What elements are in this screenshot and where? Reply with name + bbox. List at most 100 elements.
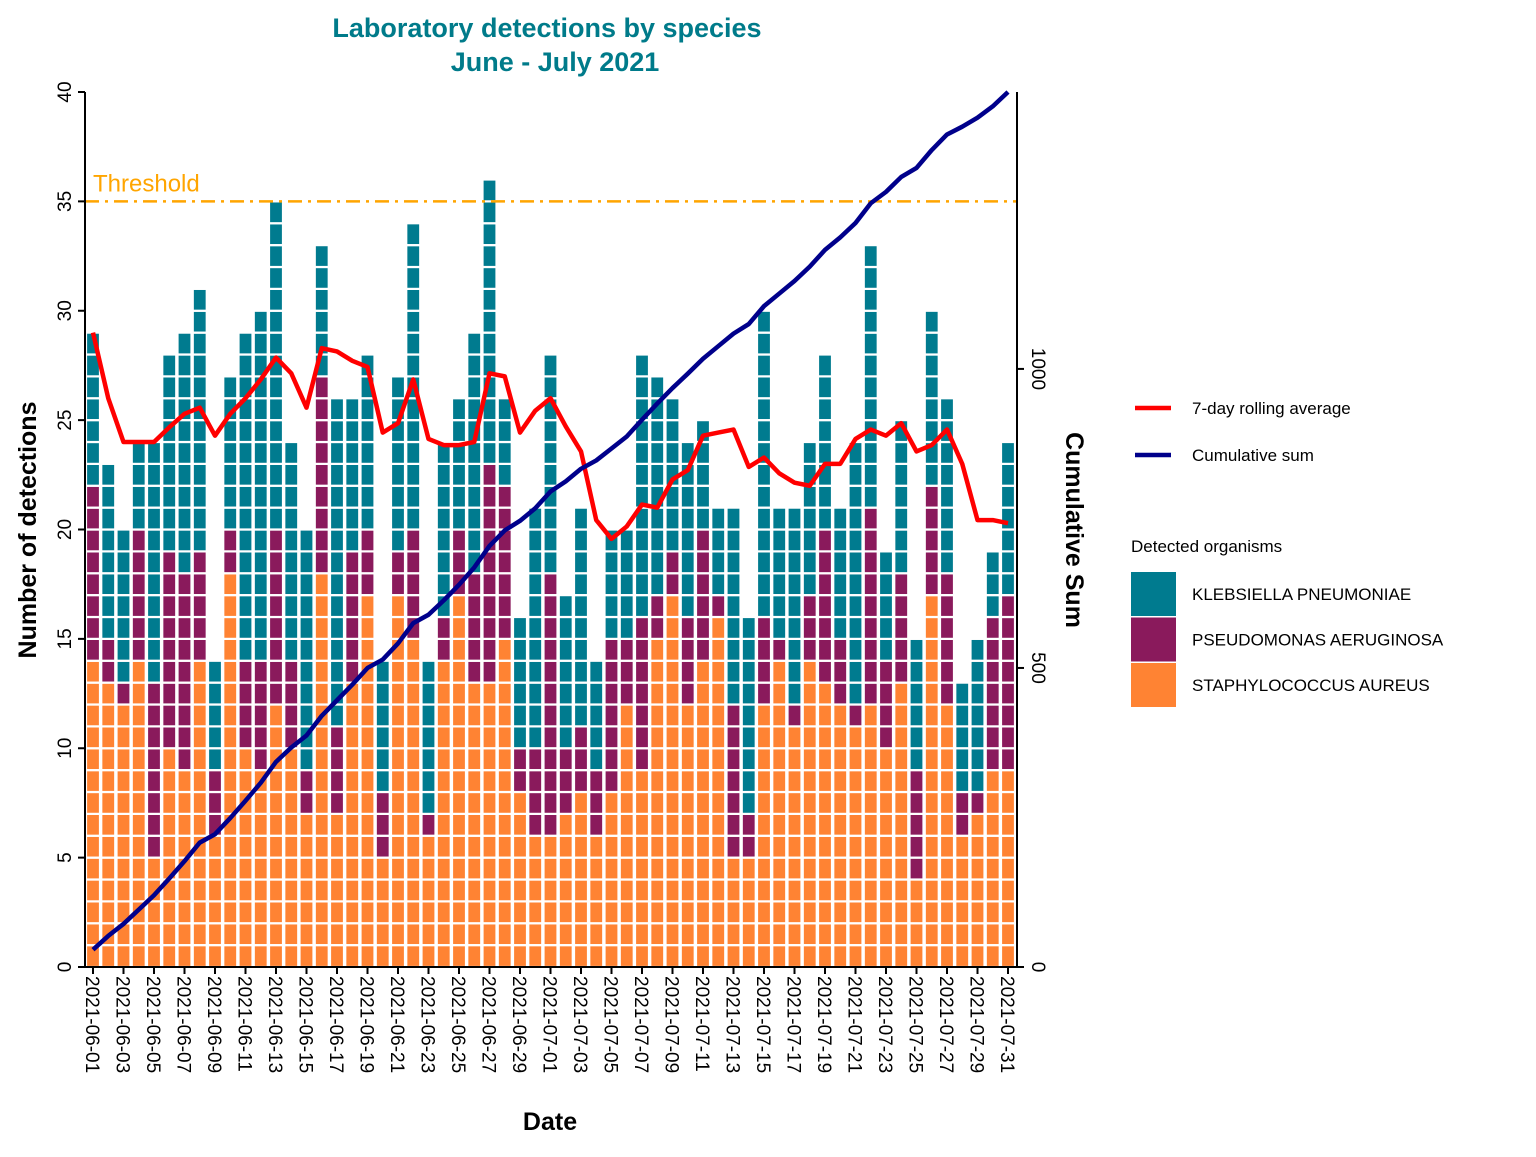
bar-cell — [100, 681, 117, 706]
bar-cell — [542, 506, 559, 531]
bar-stack — [786, 506, 803, 969]
bar-cell — [771, 900, 788, 925]
bar-cell — [176, 331, 193, 356]
bar-cell — [694, 615, 712, 640]
bar-stack — [572, 506, 590, 969]
bar-cell — [984, 769, 1001, 794]
bar-cell — [374, 790, 391, 815]
bar-cell — [84, 878, 102, 903]
bar-cell — [115, 703, 132, 728]
bar-cell — [938, 615, 956, 640]
bar-cell — [938, 922, 956, 947]
bar-cell — [100, 572, 117, 597]
bar-cell — [511, 747, 529, 772]
bar-cell — [893, 790, 910, 815]
bar-cell — [359, 484, 376, 509]
bar-cell — [405, 769, 422, 794]
bar-cell — [191, 747, 208, 772]
bar-cell — [633, 594, 651, 619]
bar-cell — [115, 594, 132, 619]
bar-cell — [862, 615, 879, 640]
bar-cell — [435, 681, 452, 706]
bar-cell — [664, 397, 681, 422]
bar-cell — [862, 637, 879, 662]
bar-cell — [511, 878, 529, 903]
bar-cell — [130, 637, 147, 662]
bar-cell — [313, 550, 330, 575]
bar-cell — [435, 878, 452, 903]
bar-cell — [557, 747, 574, 772]
bar-cell — [267, 484, 285, 509]
bar-cell — [893, 747, 910, 772]
bar-cell — [603, 725, 620, 750]
bar-cell — [405, 747, 422, 772]
bar-cell — [222, 747, 239, 772]
bar-cell — [435, 834, 452, 859]
bar-cell — [542, 834, 559, 859]
bar-cell — [481, 178, 498, 203]
bar-cell — [908, 790, 925, 815]
bar-cell — [115, 856, 132, 881]
bar-cell — [633, 856, 651, 881]
bar-cell — [191, 725, 208, 750]
bar-cell — [725, 615, 742, 640]
bar-cell — [84, 615, 102, 640]
bar-cell — [267, 900, 285, 925]
bar-cell — [344, 878, 361, 903]
bar-cell — [389, 703, 407, 728]
bar-cell — [435, 725, 452, 750]
bar-cell — [389, 659, 407, 684]
bar-cell — [984, 615, 1001, 640]
bar-cell — [725, 812, 742, 837]
bar-cell — [115, 572, 132, 597]
bar-cell — [832, 703, 849, 728]
bar-cell — [252, 747, 269, 772]
bar-cell — [786, 856, 803, 881]
bar-cell — [359, 572, 376, 597]
bar-cell — [328, 397, 346, 422]
bar-cell — [359, 462, 376, 487]
y-tick-label: 35 — [55, 191, 76, 212]
bar-cell — [954, 725, 971, 750]
bar-cell — [176, 506, 193, 531]
bar-cell — [283, 900, 300, 925]
bar-stack — [679, 440, 696, 969]
bar-cell — [893, 944, 910, 969]
bar-cell — [374, 944, 391, 969]
bar-cell — [954, 769, 971, 794]
bar-cell — [969, 878, 986, 903]
bar-cell — [252, 922, 269, 947]
bar-cell — [633, 637, 651, 662]
bar-cell — [267, 440, 285, 465]
bar-cell — [252, 944, 269, 969]
bar-cell — [84, 528, 102, 553]
x-tick-label: 2021-06-07 — [173, 976, 194, 1073]
bar-cell — [191, 440, 208, 465]
bar-cell — [466, 944, 483, 969]
bar-cell — [633, 878, 651, 903]
bar-cell — [496, 725, 513, 750]
bar-cell — [862, 397, 879, 422]
bar-cell — [679, 659, 696, 684]
bar-cell — [969, 900, 986, 925]
bar-cell — [862, 331, 879, 356]
bar-cell — [847, 769, 864, 794]
bar-cell — [572, 747, 590, 772]
bar-cell — [481, 812, 498, 837]
bar-cell — [801, 856, 818, 881]
bar-cell — [100, 834, 117, 859]
bar-cell — [389, 900, 407, 925]
bar-cell — [328, 637, 346, 662]
bar-cell — [771, 681, 788, 706]
bar-stack — [999, 440, 1017, 969]
bar-cell — [664, 615, 681, 640]
bar-cell — [664, 681, 681, 706]
bar-cell — [496, 681, 513, 706]
bar-cell — [130, 506, 147, 531]
bar-cell — [328, 922, 346, 947]
bar-cell — [252, 440, 269, 465]
bar-cell — [710, 637, 727, 662]
bar-cell — [100, 900, 117, 925]
bar-cell — [283, 550, 300, 575]
bar-cell — [161, 900, 178, 925]
